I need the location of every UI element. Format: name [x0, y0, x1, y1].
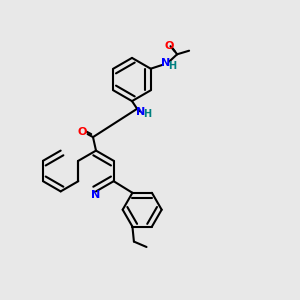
Text: H: H: [168, 61, 176, 71]
Text: N: N: [161, 58, 170, 68]
Text: N: N: [92, 190, 100, 200]
Text: O: O: [165, 40, 174, 51]
Text: O: O: [78, 127, 87, 137]
Text: H: H: [143, 109, 151, 119]
Text: N: N: [136, 106, 145, 117]
